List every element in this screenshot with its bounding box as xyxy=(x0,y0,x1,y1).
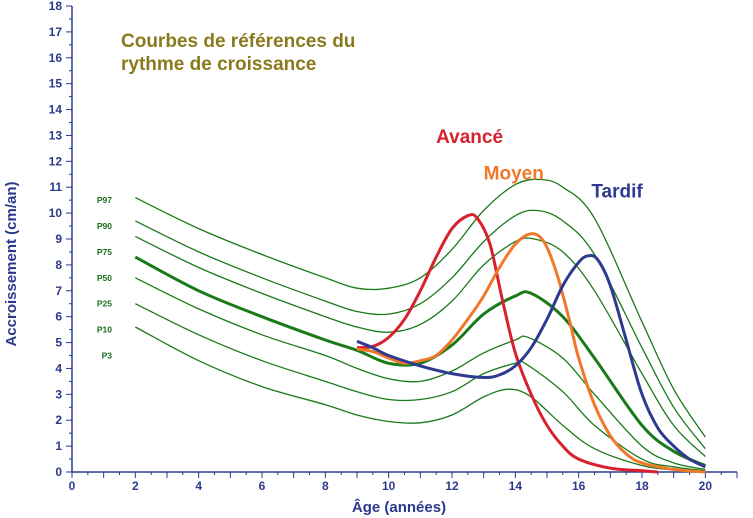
series-label-2: Tardif xyxy=(591,182,643,203)
percentile-label-p10: P10 xyxy=(97,325,112,335)
x-tick-label: 2 xyxy=(132,479,139,493)
chart-title-line-2: rythme de croissance xyxy=(121,54,316,75)
y-tick-label: 16 xyxy=(49,51,63,65)
x-tick-label: 6 xyxy=(259,479,266,493)
x-axis-label: Âge (années) xyxy=(352,498,446,516)
y-tick-label: 0 xyxy=(55,465,62,479)
percentile-line-p50 xyxy=(134,255,706,467)
y-tick-label: 1 xyxy=(55,439,62,453)
percentile-line-p90 xyxy=(135,209,706,450)
y-tick-label: 2 xyxy=(55,413,62,427)
percentile-label-p97: P97 xyxy=(97,195,112,205)
x-tick-label: 18 xyxy=(635,479,649,493)
percentile-label-p50: P50 xyxy=(97,273,112,283)
series-label-1: Moyen xyxy=(484,163,544,184)
series-line-2 xyxy=(356,254,706,469)
y-tick-label: 9 xyxy=(55,232,62,246)
y-tick-label: 15 xyxy=(49,77,63,91)
plot-area: 0 2 4 6 8 10 12 14 16 18 2001234567891011121314151… xyxy=(49,0,738,493)
y-tick-label: 10 xyxy=(49,206,63,220)
y-tick-label: 14 xyxy=(49,103,63,117)
percentile-label-p25: P25 xyxy=(97,299,112,309)
chart-title-line-1: Courbes de références du xyxy=(121,31,355,52)
percentile-label-p90: P90 xyxy=(97,221,112,231)
x-tick-label: 4 xyxy=(195,479,202,493)
y-tick-label: 18 xyxy=(49,0,63,13)
x-tick-label: 0 xyxy=(69,479,76,493)
percentile-label-p75: P75 xyxy=(97,247,112,257)
y-tick-label: 12 xyxy=(49,154,63,168)
y-tick-label: 17 xyxy=(49,25,63,39)
x-tick-label: 16 xyxy=(572,479,586,493)
y-tick-label: 11 xyxy=(49,180,62,194)
series-line-0 xyxy=(356,213,658,474)
percentile-line-p97 xyxy=(135,178,706,438)
series-label-0: Avancé xyxy=(436,127,503,148)
x-tick-label: 12 xyxy=(445,479,459,493)
y-tick-label: 4 xyxy=(55,361,62,375)
percentile-line-p25 xyxy=(135,277,706,471)
x-tick-label: 10 xyxy=(382,479,396,493)
y-tick-label: 5 xyxy=(55,336,62,350)
y-tick-label: 8 xyxy=(55,258,62,272)
x-tick-label: 8 xyxy=(322,479,329,493)
y-tick-label: 13 xyxy=(49,128,63,142)
y-tick-label: 6 xyxy=(55,310,62,324)
percentile-line-p3 xyxy=(134,326,706,473)
percentile-line-p75 xyxy=(135,235,706,457)
x-tick-label: 20 xyxy=(699,479,713,493)
y-tick-label: 3 xyxy=(55,387,62,401)
y-axis-label: Accroissement (cm/an) xyxy=(3,181,20,346)
x-tick-label: 14 xyxy=(509,479,523,493)
y-tick-label: 7 xyxy=(55,284,62,298)
percentile-label-p3: P3 xyxy=(102,351,113,361)
